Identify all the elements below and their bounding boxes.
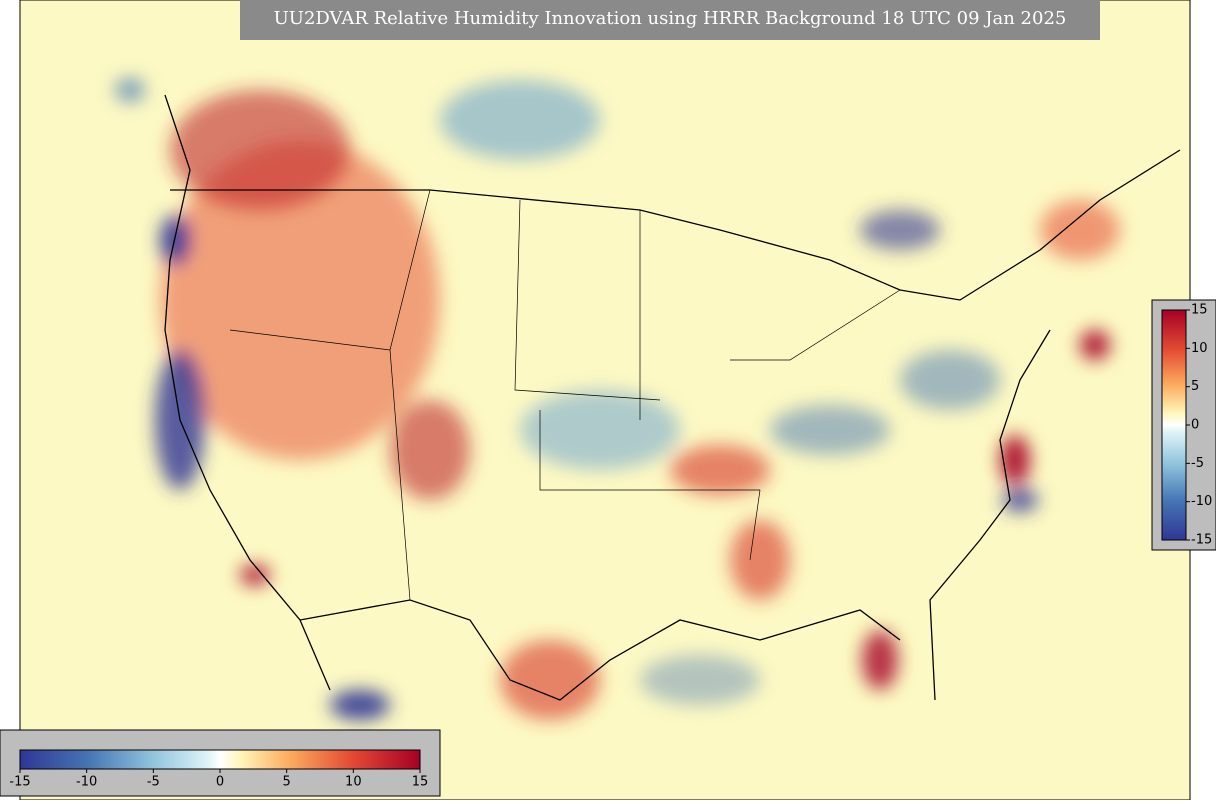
colorbar-tick-label: -5 bbox=[147, 775, 160, 790]
humidity-field bbox=[115, 78, 1120, 720]
colorbar-tick-label: 10 bbox=[345, 775, 362, 790]
colorbar-tick-label: -15 bbox=[1191, 533, 1212, 548]
colorbar-tick-label: -5 bbox=[1191, 456, 1204, 471]
colorbar-tick-label: -10 bbox=[76, 775, 97, 790]
coastline-border bbox=[164, 94, 1181, 701]
colorbar-tick-label: 15 bbox=[412, 775, 429, 790]
colorbar-tick-label: -10 bbox=[1191, 494, 1212, 509]
colorbar-tick-label: 10 bbox=[1191, 341, 1208, 356]
colorbar bbox=[19, 749, 421, 770]
colorbar-tick-label: 5 bbox=[283, 775, 291, 790]
state-borders bbox=[229, 189, 901, 601]
colorbar bbox=[1161, 309, 1187, 541]
map-title: UU2DVAR Relative Humidity Innovation usi… bbox=[274, 8, 1067, 29]
colorbar-tick-label: 0 bbox=[216, 775, 224, 790]
colorbar-tick-label: 5 bbox=[1191, 379, 1199, 394]
colorbar-tick-label: 15 bbox=[1191, 303, 1208, 318]
colorbar-tick-label: -15 bbox=[9, 775, 30, 790]
colorbar-tick-label: 0 bbox=[1191, 418, 1199, 433]
title-box bbox=[240, 0, 1100, 40]
